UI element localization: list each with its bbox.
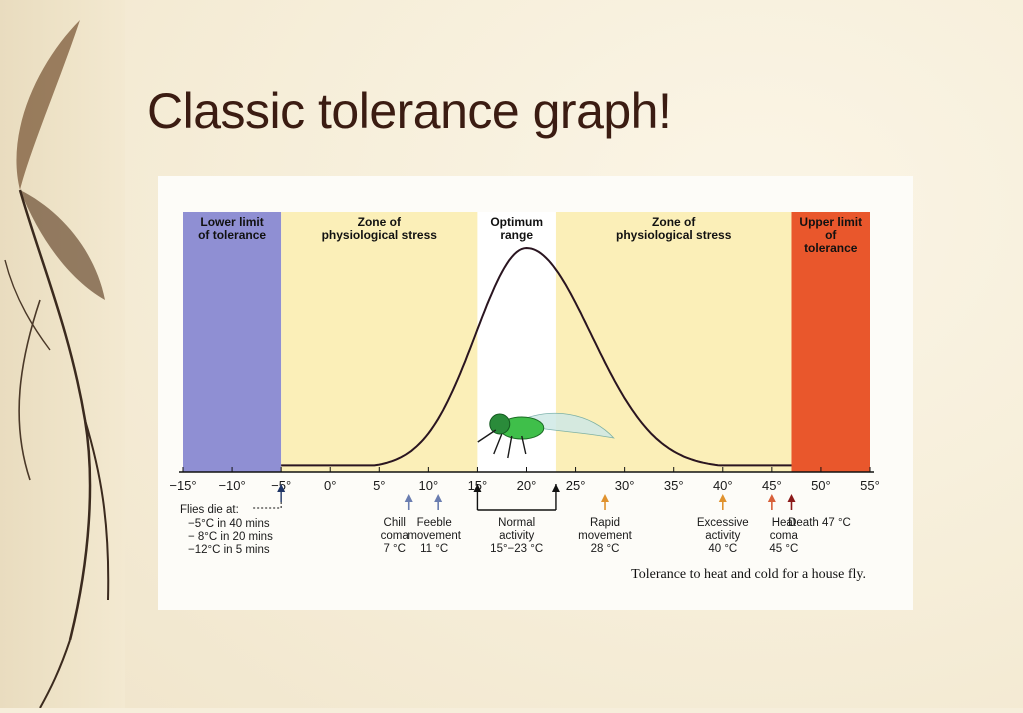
- arrow-head-icon: [434, 494, 443, 502]
- zone-label: Upper limit: [799, 215, 862, 229]
- zone-label: tolerance: [804, 241, 858, 255]
- zone-label: of: [825, 228, 837, 242]
- arrow-head-icon: [767, 494, 776, 502]
- marker-label: Heat: [772, 517, 797, 529]
- flies-die-leader: [253, 502, 282, 509]
- normal-activity-label: activity: [499, 530, 534, 542]
- axis-tick-label: 0°: [324, 478, 336, 493]
- zone-band: [281, 212, 478, 472]
- flies-die-title: Flies die at:: [180, 504, 239, 516]
- axis-tick-label: 55°: [860, 478, 880, 493]
- zone-band: [791, 212, 870, 472]
- axis-tick-label: 5°: [373, 478, 385, 493]
- zone-label: Zone of: [358, 215, 402, 229]
- zone-label: physiological stress: [322, 228, 438, 242]
- normal-activity-label: Normal: [498, 517, 535, 529]
- slide-title: Classic tolerance graph!: [147, 83, 672, 139]
- arrow-head-icon: [787, 494, 796, 502]
- axis-tick-label: −10°: [218, 478, 245, 493]
- marker-label: 11 °C: [420, 543, 448, 555]
- marker-label: coma: [381, 530, 410, 542]
- arrow-head-icon: [718, 494, 727, 502]
- marker-label: movement: [407, 530, 461, 542]
- arrow-head-icon: [404, 494, 413, 502]
- axis-tick-label: 30°: [615, 478, 635, 493]
- axis-tick-label: 20°: [517, 478, 537, 493]
- axis-tick-label: 40°: [713, 478, 733, 493]
- axis-tick-label: 45°: [762, 478, 782, 493]
- zone-label: range: [500, 228, 533, 242]
- marker-label: 7 °C: [383, 543, 406, 555]
- marker-label: 28 °C: [591, 543, 620, 555]
- marker-label: activity: [705, 530, 740, 542]
- flies-die-line: −12°C in 5 mins: [188, 544, 270, 556]
- figure-caption: Tolerance to heat and cold for a house f…: [631, 567, 866, 582]
- axis-tick-label: −15°: [169, 478, 196, 493]
- zone-label: Zone of: [652, 215, 696, 229]
- arrow-head-icon: [277, 484, 286, 492]
- zone-label: physiological stress: [616, 228, 732, 242]
- marker-label: Rapid: [590, 517, 620, 529]
- zone-label: Optimum: [490, 215, 543, 229]
- axis-tick-label: 35°: [664, 478, 684, 493]
- tolerance-curve: [281, 246, 792, 467]
- house-fly-icon: [477, 412, 615, 459]
- marker-label: movement: [578, 530, 632, 542]
- flies-die-line: − 8°C in 20 mins: [188, 531, 273, 543]
- zone-label: Lower limit: [200, 215, 263, 229]
- decorative-strip: [0, 0, 125, 709]
- marker-label: 40 °C: [708, 543, 737, 555]
- axis-tick-label: 50°: [811, 478, 831, 493]
- zone-label: of tolerance: [198, 228, 266, 242]
- marker-label: Chill: [384, 517, 406, 529]
- marker-label: Death 47 °C: [788, 517, 851, 529]
- flies-die-line: −5°C in 40 mins: [188, 518, 270, 530]
- zone-band: [183, 212, 282, 472]
- axis-tick-label: 10°: [419, 478, 439, 493]
- marker-label: 45 °C: [769, 543, 798, 555]
- dried-leaf-icon: [4, 20, 110, 709]
- marker-label: Excessive: [697, 517, 749, 529]
- arrow-head-icon: [601, 494, 610, 502]
- normal-activity-label: 15°−23 °C: [490, 543, 543, 555]
- axis-tick-label: 25°: [566, 478, 586, 493]
- tolerance-figure: Lower limit of tolerance Zone of physiologi…: [158, 176, 913, 610]
- marker-label: Feeble: [417, 517, 452, 529]
- marker-label: coma: [770, 530, 799, 542]
